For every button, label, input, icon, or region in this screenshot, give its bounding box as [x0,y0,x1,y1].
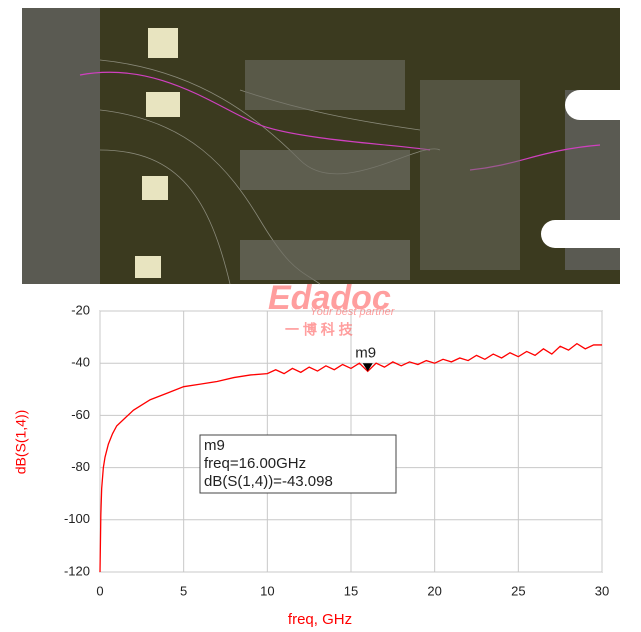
y-tick-label: -100 [64,511,90,526]
pcb-layout-image [22,8,620,285]
marker-box [199,434,397,494]
watermark: Edadoc Your best partner 一 博 科 技 [268,279,396,338]
marker-info: m9 [204,437,225,454]
y-tick-label: -80 [71,459,90,474]
marker-info: freq=16.00GHz [204,455,306,472]
x-tick-label: 30 [595,583,609,598]
x-tick-label: 10 [260,583,274,598]
marker-info: dB(S(1,4))=-43.098 [204,473,333,490]
y-tick-label: -40 [71,355,90,370]
y-tick-label: -20 [71,302,90,317]
x-tick-label: 5 [180,583,187,598]
y-axis-label: dB(S(1,4)) [13,410,29,475]
watermark-brand: Edadoc [268,279,391,317]
x-tick-label: 20 [427,583,441,598]
watermark-slogan: Your best partner [310,306,396,318]
x-tick-label: 15 [344,583,358,598]
y-tick-label: -120 [64,563,90,578]
y-tick-label: -60 [71,407,90,422]
x-tick-label: 0 [96,583,103,598]
x-axis-label: freq, GHz [288,611,352,628]
marker-name: m9 [355,344,376,361]
marker-triangle [362,363,373,372]
line-series [99,342,602,573]
watermark-chinese: 一 博 科 技 [285,322,354,338]
x-tick-label: 25 [511,583,525,598]
